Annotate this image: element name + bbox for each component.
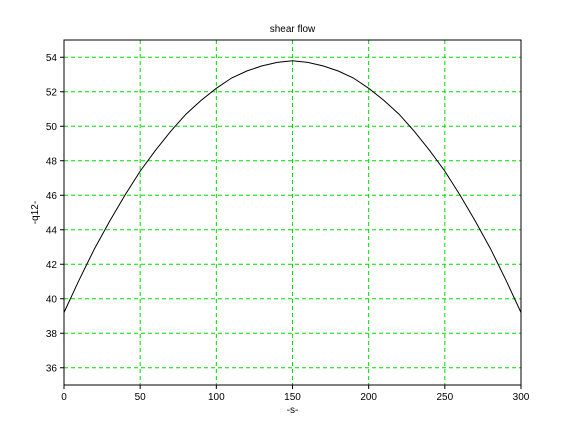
y-tick-label: 48 (46, 156, 58, 167)
x-tick-label: 0 (61, 392, 67, 403)
y-tick-label: 52 (46, 87, 58, 98)
x-tick-label: 250 (436, 392, 453, 403)
y-tick-label: 50 (46, 122, 58, 133)
y-axis-label: -q12- (30, 201, 41, 224)
axis-ticks: 0 50 100 150 200 250 300 36 38 40 42 44 46 48 50 52 54 (46, 53, 530, 403)
series-line (63, 60, 522, 313)
x-axis-label: -s- (287, 405, 299, 416)
x-tick-label: 300 (513, 392, 530, 403)
x-tick-label: 150 (284, 392, 301, 403)
series-layer (63, 60, 522, 313)
y-tick-label: 42 (46, 260, 58, 271)
y-tick-label: 44 (46, 225, 58, 236)
y-tick-label: 54 (46, 53, 58, 64)
y-tick-label: 46 (46, 191, 58, 202)
y-tick-label: 38 (46, 329, 58, 340)
x-tick-label: 200 (360, 392, 377, 403)
y-tick-label: 36 (46, 363, 58, 374)
y-tick-label: 40 (46, 294, 58, 305)
grid (64, 40, 521, 385)
x-tick-label: 50 (135, 392, 147, 403)
chart-title: shear flow (270, 24, 316, 35)
x-tick-label: 100 (208, 392, 225, 403)
